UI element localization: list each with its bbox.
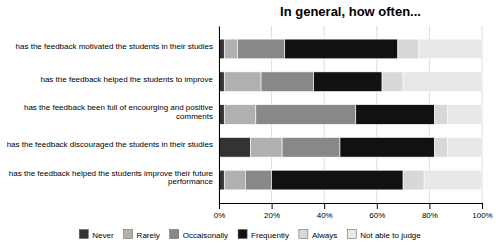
bar: [219, 137, 251, 157]
y-tick-label: has the feedback been full of encourging…: [24, 103, 214, 121]
x-tick-mark: [272, 203, 273, 209]
bar: [224, 72, 261, 92]
bar: [435, 137, 448, 157]
y-tick-label-line: comments: [176, 112, 213, 121]
bar: [448, 137, 482, 157]
bar: [251, 137, 283, 157]
x-tick-label: 80%: [422, 211, 438, 220]
x-axis-line: [220, 204, 483, 210]
legend-swatch: [79, 230, 88, 239]
y-tick-label: has the feedback helped the students to …: [40, 75, 213, 84]
bar-series: [272, 39, 435, 190]
y-tick: has the feedback been full of encourging…: [24, 103, 214, 121]
x-tick: 100%: [472, 203, 492, 220]
bar: [245, 170, 271, 190]
x-tick: 20%: [264, 203, 280, 220]
y-tick: has the feedback discouraged the student…: [7, 140, 213, 149]
y-tick-label-line: has the feedback motivated the students …: [16, 42, 213, 51]
x-tick-label: 20%: [264, 211, 280, 220]
bar: [314, 72, 382, 92]
x-axis: 0% 20% 40% 60% 80% 100%: [214, 203, 493, 220]
bar: [435, 105, 448, 125]
bar: [224, 39, 237, 59]
bar-series: [382, 39, 448, 190]
legend-label: Rarely: [137, 231, 160, 240]
legend: Never Rarely Occaisonally Frequently Always N…: [79, 230, 421, 240]
legend-item: Never: [79, 230, 114, 240]
chart-svg: 0% 20% 40% 60% 80% 100% has the feedback motiv…: [0, 0, 500, 247]
bar-series: [237, 39, 355, 190]
x-tick-label: 100%: [472, 211, 492, 220]
x-tick-mark: [482, 203, 483, 209]
y-tick-label-line: has the feedback been full of encourging…: [24, 103, 214, 112]
bar: [424, 170, 482, 190]
chart-title: In general, how often...: [280, 4, 421, 19]
legend-swatch: [299, 230, 308, 239]
y-axis: has the feedback motivated the students …: [7, 27, 220, 204]
legend-item: Not able to judge: [347, 230, 421, 240]
x-tick-label: 60%: [369, 211, 385, 220]
legend-swatch: [170, 230, 179, 239]
y-axis-line: [219, 27, 220, 204]
y-tick-label-line: performance: [168, 177, 213, 186]
x-tick-mark: [219, 203, 220, 209]
bar: [261, 72, 314, 92]
grid-line: [219, 26, 220, 203]
y-tick: has the feedback motivated the students …: [16, 42, 213, 51]
bar: [256, 105, 356, 125]
x-tick: 0%: [214, 203, 226, 220]
x-tick-mark: [429, 203, 430, 209]
bar: [237, 39, 284, 59]
legend-label: Never: [92, 231, 114, 240]
x-tick: 80%: [422, 203, 438, 220]
bar-series: [403, 39, 482, 190]
bar: [282, 137, 340, 157]
x-tick-label: 40%: [317, 211, 333, 220]
legend-label: Always: [312, 231, 337, 240]
x-tick-label: 0%: [214, 211, 226, 220]
y-tick-label-line: has the feedback helped the students imp…: [9, 169, 214, 178]
chart-container: 0% 20% 40% 60% 80% 100% has the feedback motiv…: [0, 0, 500, 247]
y-tick: has the feedback helped the students imp…: [9, 169, 214, 187]
legend-label: Occaisonally: [183, 231, 228, 240]
legend-label: Frequently: [251, 231, 289, 240]
bar: [403, 170, 424, 190]
bar: [224, 105, 256, 125]
bar: [398, 39, 419, 59]
legend-item: Frequently: [238, 230, 289, 240]
legend-item: Always: [299, 230, 337, 240]
y-tick-label: has the feedback discouraged the student…: [7, 140, 213, 149]
legend-swatch: [124, 230, 133, 239]
x-tick: 40%: [317, 203, 333, 220]
bar: [272, 170, 404, 190]
legend-item: Rarely: [124, 230, 160, 240]
x-tick-mark: [377, 203, 378, 209]
legend-item: Occaisonally: [170, 230, 228, 240]
plot-area: 0% 20% 40% 60% 80% 100% has the feedback motiv…: [7, 26, 493, 220]
bar: [382, 72, 403, 92]
legend-label: Not able to judge: [360, 231, 421, 240]
bar: [419, 39, 482, 59]
y-tick-label-line: has the feedback helped the students to …: [40, 75, 213, 84]
bar: [340, 137, 435, 157]
grid: [219, 26, 482, 203]
bars: [219, 39, 482, 190]
y-tick: has the feedback helped the students to …: [40, 75, 213, 84]
bar: [448, 105, 482, 125]
bar: [403, 72, 482, 92]
bar: [285, 39, 398, 59]
x-tick-mark: [324, 203, 325, 209]
bar: [224, 170, 245, 190]
bar: [356, 105, 435, 125]
legend-swatch: [347, 230, 356, 239]
y-tick-label: has the feedback helped the students imp…: [9, 169, 214, 187]
y-tick-label: has the feedback motivated the students …: [16, 42, 213, 51]
y-tick-label-line: has the feedback discouraged the student…: [7, 140, 213, 149]
legend-swatch: [238, 230, 247, 239]
x-tick: 60%: [369, 203, 385, 220]
